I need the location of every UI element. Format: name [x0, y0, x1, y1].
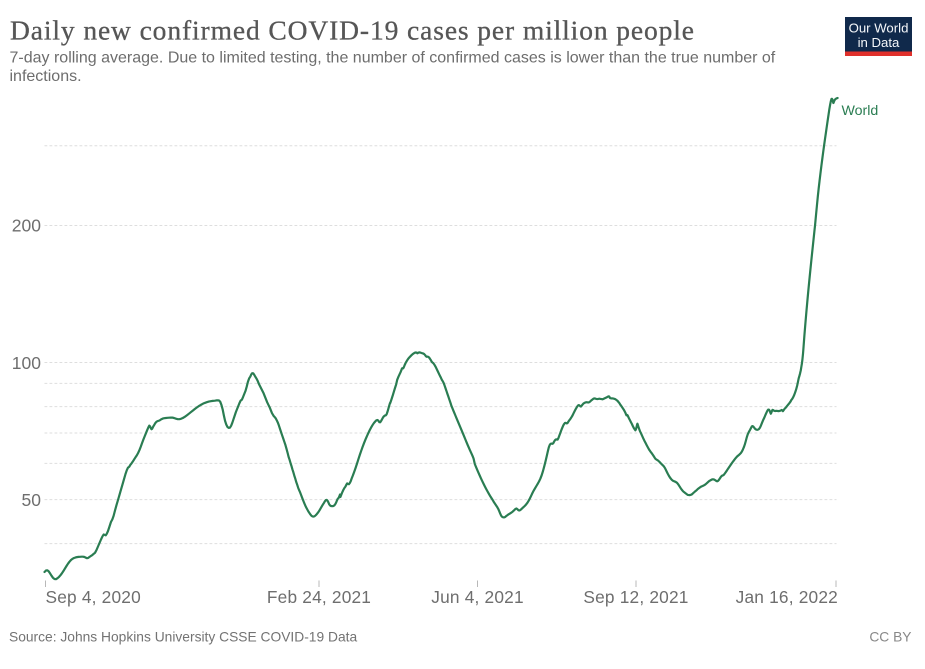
svg-text:200: 200: [12, 216, 41, 236]
svg-text:Jun 4, 2021: Jun 4, 2021: [431, 587, 524, 607]
svg-text:Source: Johns Hopkins Universi: Source: Johns Hopkins University CSSE CO…: [9, 630, 357, 645]
svg-text:Sep 4, 2020: Sep 4, 2020: [46, 587, 141, 607]
svg-text:CC BY: CC BY: [869, 630, 911, 645]
svg-text:infections.: infections.: [10, 68, 82, 85]
svg-text:50: 50: [22, 490, 42, 510]
svg-text:Feb 24, 2021: Feb 24, 2021: [267, 587, 371, 607]
svg-text:Our World: Our World: [849, 21, 909, 36]
svg-text:100: 100: [12, 353, 41, 373]
svg-text:World: World: [842, 103, 879, 119]
svg-text:Sep 12, 2021: Sep 12, 2021: [583, 587, 688, 607]
svg-text:in Data: in Data: [858, 35, 900, 50]
svg-text:Daily new confirmed COVID-19 c: Daily new confirmed COVID-19 cases per m…: [10, 15, 694, 46]
svg-text:7-day rolling average. Due to: 7-day rolling average. Due to limited te…: [10, 50, 776, 67]
svg-text:Jan 16, 2022: Jan 16, 2022: [736, 587, 838, 607]
